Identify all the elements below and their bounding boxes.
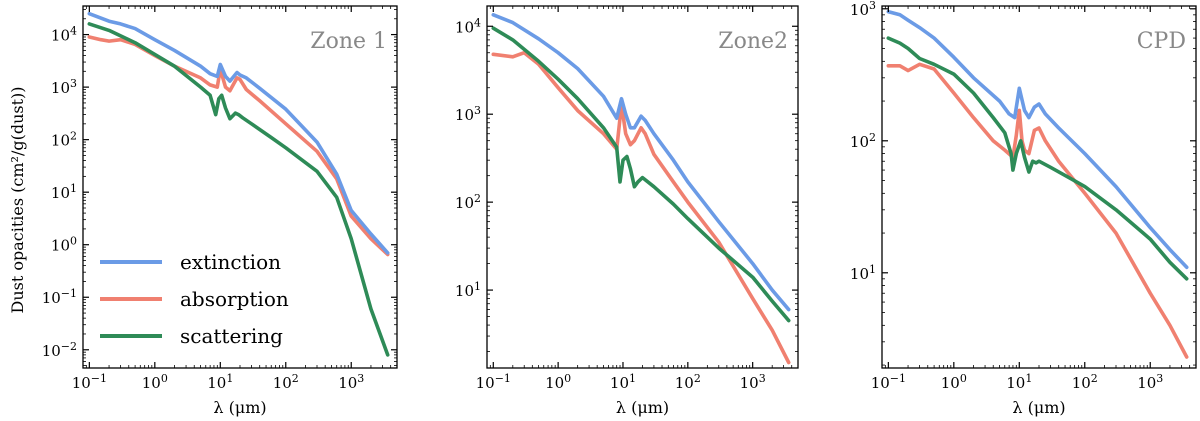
chart-panel-3: 10−1 100 101 102 103 101 102 103 CPD λ (μm)	[850, 0, 1197, 417]
panel-title: Zone2	[718, 29, 788, 54]
extinction-series-line	[886, 9, 1189, 270]
x-axis-label: λ (μm)	[213, 398, 266, 417]
plot-frame	[486, 5, 799, 369]
extinction-legend-label: extinction	[180, 250, 281, 274]
x-tick-label: 103	[338, 372, 364, 392]
scattering-series-line	[87, 22, 390, 357]
y-tick-label: 101	[51, 182, 77, 202]
y-axis-label: Dust opacities (cm²/g(dust))	[8, 87, 27, 314]
extinction-series-line	[87, 11, 390, 255]
x-tick-label: 101	[1006, 372, 1032, 392]
x-tick-label: 10−1	[72, 372, 107, 392]
x-tick-label: 103	[1137, 372, 1163, 392]
x-tick-label: 101	[610, 372, 636, 392]
absorption-series-line	[87, 35, 390, 257]
y-tick-label: 10−1	[42, 287, 77, 307]
x-tick-label: 10−1	[476, 372, 511, 392]
x-axis-label: λ (μm)	[1012, 398, 1065, 417]
x-tick-label: 103	[740, 372, 766, 392]
absorption-series-line	[491, 50, 791, 365]
y-tick-label: 10−2	[42, 340, 77, 360]
scattering-legend-label: scattering	[180, 324, 283, 348]
scattering-series-line	[886, 36, 1189, 281]
x-tick-label: 102	[675, 372, 701, 392]
panel-title: CPD	[1137, 29, 1186, 54]
y-tick-label: 104	[51, 25, 77, 45]
x-tick-label: 10−1	[871, 372, 906, 392]
y-tick-label: 101	[455, 280, 481, 300]
chart-panel-1: 10−1 100 101 102 103 10−2 10−1 100 101 102 103 104 Z…	[42, 5, 398, 417]
y-tick-label: 102	[51, 130, 77, 150]
scattering-series-line	[491, 26, 791, 323]
y-tick-label: 104	[455, 16, 481, 36]
absorption-legend-label: absorption	[180, 287, 289, 311]
chart-panel-2: 10−1 100 101 102 103 101 102 103 104 Zone2 λ (μm)	[455, 5, 799, 417]
extinction-series-line	[491, 13, 791, 312]
absorption-series-line	[886, 62, 1189, 359]
x-tick-label: 102	[1072, 372, 1098, 392]
x-tick-label: 101	[207, 372, 233, 392]
x-tick-label: 100	[545, 372, 571, 392]
plot-frame	[881, 5, 1197, 369]
y-tick-label: 102	[455, 192, 481, 212]
x-axis-label: λ (μm)	[616, 398, 669, 417]
y-tick-label: 102	[850, 131, 876, 151]
x-tick-label: 100	[941, 372, 967, 392]
legend: extinction absorption scattering	[100, 250, 289, 348]
y-tick-label: 103	[850, 0, 876, 19]
plot-frame	[82, 5, 398, 369]
x-tick-label: 100	[142, 372, 168, 392]
y-tick-label: 100	[51, 235, 77, 255]
y-tick-label: 103	[455, 104, 481, 124]
y-tick-label: 101	[850, 263, 876, 283]
y-tick-label: 103	[51, 77, 77, 97]
panel-title: Zone 1	[310, 29, 387, 54]
x-tick-label: 102	[273, 372, 299, 392]
